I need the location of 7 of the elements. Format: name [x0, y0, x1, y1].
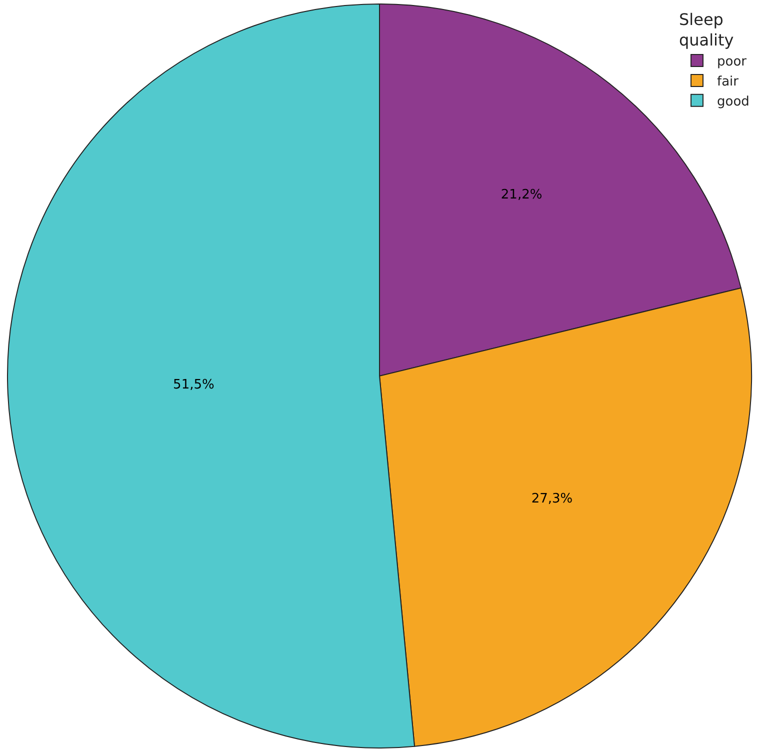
legend-label: fair — [717, 74, 740, 90]
legend-label: poor — [717, 54, 748, 70]
data-label: 51,5% — [173, 377, 214, 392]
legend-title: Sleep quality — [679, 10, 734, 50]
legend-label: good — [717, 94, 750, 110]
data-label: 27,3% — [531, 491, 573, 506]
data-label: 21,2% — [500, 188, 542, 203]
